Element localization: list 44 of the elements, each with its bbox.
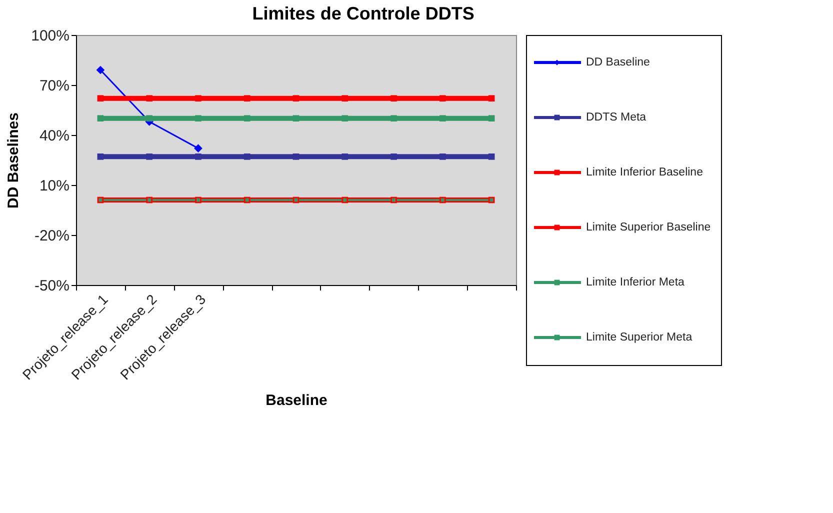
legend-label: Limite Superior Meta xyxy=(586,332,693,344)
point xyxy=(146,95,152,102)
point xyxy=(342,95,348,102)
point xyxy=(440,115,446,122)
point xyxy=(292,95,300,102)
point xyxy=(244,95,250,102)
legend-label: Limite Superior Baseline xyxy=(586,222,711,234)
point xyxy=(96,66,105,74)
point xyxy=(292,115,300,122)
point xyxy=(342,115,348,122)
point xyxy=(440,154,446,160)
legend-label: Limite Inferior Baseline xyxy=(586,166,703,178)
y-axis-title: DD Baselines xyxy=(5,112,22,208)
point xyxy=(194,144,202,153)
legend-label: Limite Inferior Meta xyxy=(586,276,686,288)
point xyxy=(244,154,250,160)
point xyxy=(292,154,300,160)
legend-label: DDTS Meta xyxy=(586,112,647,124)
point xyxy=(97,115,104,122)
point xyxy=(342,154,348,160)
point xyxy=(195,95,202,102)
point xyxy=(488,154,495,160)
point xyxy=(488,95,495,102)
point xyxy=(97,95,104,102)
point xyxy=(146,154,152,160)
y-tick-label: 70% xyxy=(39,78,70,94)
point xyxy=(195,154,202,160)
point xyxy=(390,95,397,102)
chart-title: Limites de Controle DDTS xyxy=(252,4,474,24)
point xyxy=(488,115,495,122)
point xyxy=(440,95,446,102)
y-tick-label: 100% xyxy=(31,28,70,44)
point xyxy=(390,115,397,122)
legend-label: DD Baseline xyxy=(586,56,650,68)
point xyxy=(146,115,152,122)
y-tick-label: -50% xyxy=(34,278,70,294)
point xyxy=(244,115,250,122)
point xyxy=(97,154,104,160)
y-tick-label: 40% xyxy=(39,128,70,144)
point xyxy=(195,115,202,122)
x-axis-title: Baseline xyxy=(266,392,328,409)
point xyxy=(390,154,397,160)
y-tick-label: -20% xyxy=(34,228,70,244)
y-tick-label: 10% xyxy=(39,178,70,194)
